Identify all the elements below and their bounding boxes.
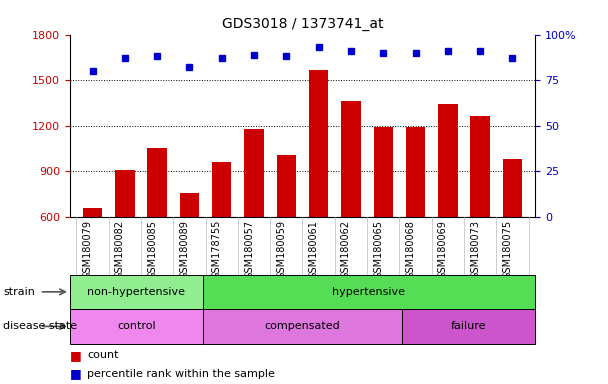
Text: disease state: disease state [3, 321, 77, 331]
Text: compensated: compensated [264, 321, 340, 331]
Text: non-hypertensive: non-hypertensive [88, 287, 185, 297]
Text: hypertensive: hypertensive [333, 287, 406, 297]
Text: GSM180065: GSM180065 [373, 220, 383, 279]
Text: count: count [87, 350, 119, 360]
Bar [147, 148, 167, 217]
Text: GSM180089: GSM180089 [179, 220, 190, 279]
Bar [203, 275, 535, 309]
Bar [406, 127, 425, 217]
Text: GSM180075: GSM180075 [502, 220, 513, 279]
Bar [309, 70, 328, 217]
Text: GSM180062: GSM180062 [341, 220, 351, 279]
Bar [244, 129, 264, 217]
Bar [277, 155, 296, 217]
Text: GSM180059: GSM180059 [276, 220, 286, 279]
Bar [70, 309, 203, 344]
Bar [503, 159, 522, 217]
Text: GSM180085: GSM180085 [147, 220, 157, 279]
Text: failure: failure [451, 321, 486, 331]
Text: percentile rank within the sample: percentile rank within the sample [87, 369, 275, 379]
Bar [402, 309, 535, 344]
Bar [438, 104, 457, 217]
Text: GSM180057: GSM180057 [244, 220, 254, 279]
Text: control: control [117, 321, 156, 331]
Bar [471, 116, 490, 217]
Bar [212, 162, 232, 217]
Text: strain: strain [3, 287, 35, 297]
Text: ■: ■ [70, 349, 86, 362]
Bar [180, 193, 199, 217]
Bar [115, 170, 134, 217]
Text: ■: ■ [70, 367, 86, 380]
Bar [341, 101, 361, 217]
Bar [70, 275, 203, 309]
Text: GSM180079: GSM180079 [83, 220, 92, 279]
Text: GSM180073: GSM180073 [470, 220, 480, 279]
Text: GSM180069: GSM180069 [438, 220, 448, 279]
Text: GSM180068: GSM180068 [406, 220, 415, 279]
Bar [203, 309, 402, 344]
Title: GDS3018 / 1373741_at: GDS3018 / 1373741_at [222, 17, 383, 31]
Text: GSM180061: GSM180061 [309, 220, 319, 279]
Text: GSM178755: GSM178755 [212, 220, 222, 279]
Bar [83, 208, 102, 217]
Text: GSM180082: GSM180082 [115, 220, 125, 279]
Bar [373, 126, 393, 217]
